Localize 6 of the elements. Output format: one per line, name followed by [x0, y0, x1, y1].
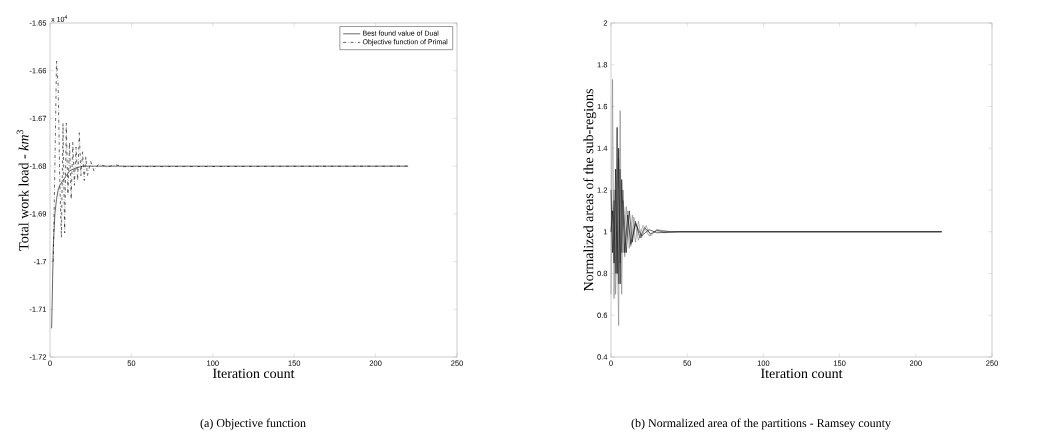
text: (a) Objective function: [200, 418, 306, 430]
x-axis-title: Iteration count: [212, 368, 295, 379]
y-axis-title: Normalized areas of the sub-regions: [583, 89, 597, 292]
y-axis-title: Total work load - km$^{3}$: [16, 129, 29, 251]
text: (b) Normalized area of the partitions - Ramsey county: [631, 418, 891, 430]
x-axis-title: Iteration count: [761, 368, 843, 379]
